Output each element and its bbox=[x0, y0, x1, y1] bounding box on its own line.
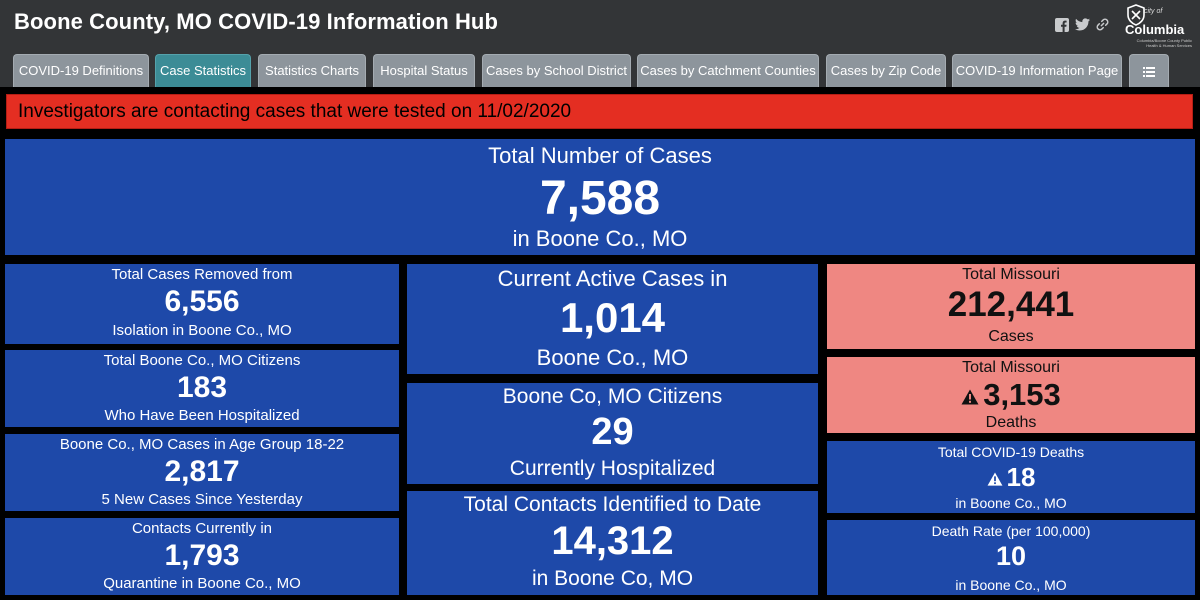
link-icon[interactable] bbox=[1096, 18, 1109, 31]
panel-top-text: Boone Co., MO Cases in Age Group 18-22 bbox=[59, 436, 345, 453]
panel-top-text: Total Cases Removed from bbox=[111, 266, 293, 283]
total-hospitalized-panel: Total Boone Co., MO Citizens 183 Who Hav… bbox=[5, 350, 399, 427]
panel-bottom-text: 5 New Cases Since Yesterday bbox=[101, 491, 303, 508]
panel-value: 29 bbox=[591, 411, 634, 453]
panel-value: 183 bbox=[176, 371, 228, 404]
logo-name: Columbia bbox=[1125, 22, 1185, 37]
panel-top-text: Total COVID-19 Deaths bbox=[937, 444, 1085, 460]
tab-cases-by-zip-code[interactable]: Cases by Zip Code bbox=[826, 54, 946, 87]
currently-hospitalized-panel: Boone Co, MO Citizens 29 Currently Hospi… bbox=[407, 383, 818, 484]
death-rate-panel: Death Rate (per 100,000) 10 in Boone Co.… bbox=[827, 520, 1195, 595]
tab-hospital-status[interactable]: Hospital Status bbox=[373, 54, 475, 87]
tab-cases-by-school-district[interactable]: Cases by School District bbox=[482, 54, 631, 87]
tab-more-menu[interactable] bbox=[1129, 54, 1169, 87]
tab-case-statistics[interactable]: Case Statistics bbox=[155, 54, 251, 87]
total-missouri-cases-panel: Total Missouri 212,441 Cases bbox=[827, 264, 1195, 349]
header-bar: Boone County, MO COVID-19 Information Hu… bbox=[0, 0, 1200, 50]
warning-icon bbox=[987, 472, 1002, 486]
panel-top-text: Death Rate (per 100,000) bbox=[931, 523, 1091, 539]
panel-bottom-text: Isolation in Boone Co., MO bbox=[112, 322, 292, 339]
panel-top-text: Contacts Currently in bbox=[131, 520, 273, 537]
panel-bottom-text: in Boone Co., MO bbox=[955, 495, 1067, 511]
tab-statistics-charts[interactable]: Statistics Charts bbox=[258, 54, 366, 87]
panel-bottom-text: Who Have Been Hospitalized bbox=[104, 407, 300, 424]
panel-bottom-text: Boone Co., MO bbox=[536, 345, 689, 370]
panel-bottom-text: Deaths bbox=[985, 414, 1037, 431]
city-of-columbia-logo: city of Columbia Columbia/Boone County P… bbox=[1120, 2, 1192, 48]
tab-bar: COVID-19 Definitions Case Statistics Sta… bbox=[0, 50, 1200, 87]
tab-covid-19-information-page[interactable]: COVID-19 Information Page bbox=[952, 54, 1122, 87]
columbia-crest-icon bbox=[1127, 4, 1145, 26]
panel-value: 1,793 bbox=[164, 539, 240, 572]
menu-list-icon bbox=[1143, 66, 1155, 77]
boone-covid-deaths-panel: Total COVID-19 Deaths 18 in Boone Co., M… bbox=[827, 441, 1195, 513]
panel-bottom-text: Quarantine in Boone Co., MO bbox=[103, 575, 301, 592]
facebook-icon[interactable] bbox=[1055, 18, 1069, 32]
panel-bottom-text: in Boone Co, MO bbox=[531, 567, 694, 590]
tab-cases-by-catchment-counties[interactable]: Cases by Catchment Counties bbox=[637, 54, 819, 87]
panel-top-text: Current Active Cases in bbox=[497, 266, 728, 291]
removed-from-isolation-panel: Total Cases Removed from 6,556 Isolation… bbox=[5, 264, 399, 344]
total-contacts-identified-panel: Total Contacts Identified to Date 14,312… bbox=[407, 491, 818, 595]
panel-value: 18 bbox=[1006, 462, 1036, 492]
panel-value: 10 bbox=[995, 541, 1027, 571]
total-missouri-deaths-panel: Total Missouri 3,153 Deaths bbox=[827, 357, 1195, 433]
panel-value-row: 3,153 bbox=[827, 376, 1195, 414]
total-cases-label: Total Number of Cases bbox=[488, 143, 712, 168]
panel-value: 6,556 bbox=[164, 285, 240, 318]
panel-bottom-text: Cases bbox=[988, 328, 1034, 345]
logo-city-of: city of bbox=[1144, 8, 1163, 15]
panel-bottom-text: in Boone Co., MO bbox=[955, 577, 1067, 593]
panel-top-text: Boone Co, MO Citizens bbox=[502, 385, 723, 408]
total-cases-value: 7,588 bbox=[539, 172, 661, 225]
panel-value: 212,441 bbox=[947, 285, 1075, 324]
panel-top-text: Total Missouri bbox=[962, 266, 1060, 283]
age-group-18-22-panel: Boone Co., MO Cases in Age Group 18-22 2… bbox=[5, 434, 399, 511]
investigation-alert-banner: Investigators are contacting cases that … bbox=[6, 94, 1193, 129]
panel-value: 14,312 bbox=[551, 519, 674, 563]
contacts-in-quarantine-panel: Contacts Currently in 1,793 Quarantine i… bbox=[5, 518, 399, 595]
logo-subtitle: Columbia/Boone County Public Health & Hu… bbox=[1136, 38, 1192, 48]
warning-icon bbox=[961, 389, 979, 405]
panel-top-text: Total Contacts Identified to Date bbox=[463, 493, 762, 516]
total-cases-panel: Total Number of Cases 7,588 in Boone Co.… bbox=[5, 139, 1195, 255]
total-cases-sub: in Boone Co., MO bbox=[512, 226, 688, 251]
twitter-icon[interactable] bbox=[1075, 18, 1090, 31]
tab-covid-19-definitions[interactable]: COVID-19 Definitions bbox=[13, 54, 149, 87]
panel-value-row: 18 bbox=[827, 461, 1195, 493]
panel-top-text: Total Boone Co., MO Citizens bbox=[103, 352, 301, 369]
panel-value: 1,014 bbox=[559, 294, 666, 341]
panel-value: 2,817 bbox=[164, 455, 240, 488]
page-title: Boone County, MO COVID-19 Information Hu… bbox=[14, 9, 499, 34]
panel-bottom-text: Currently Hospitalized bbox=[509, 457, 716, 480]
panel-value: 3,153 bbox=[983, 377, 1061, 412]
current-active-cases-panel: Current Active Cases in 1,014 Boone Co.,… bbox=[407, 264, 818, 374]
panel-top-text: Total Missouri bbox=[962, 359, 1060, 376]
